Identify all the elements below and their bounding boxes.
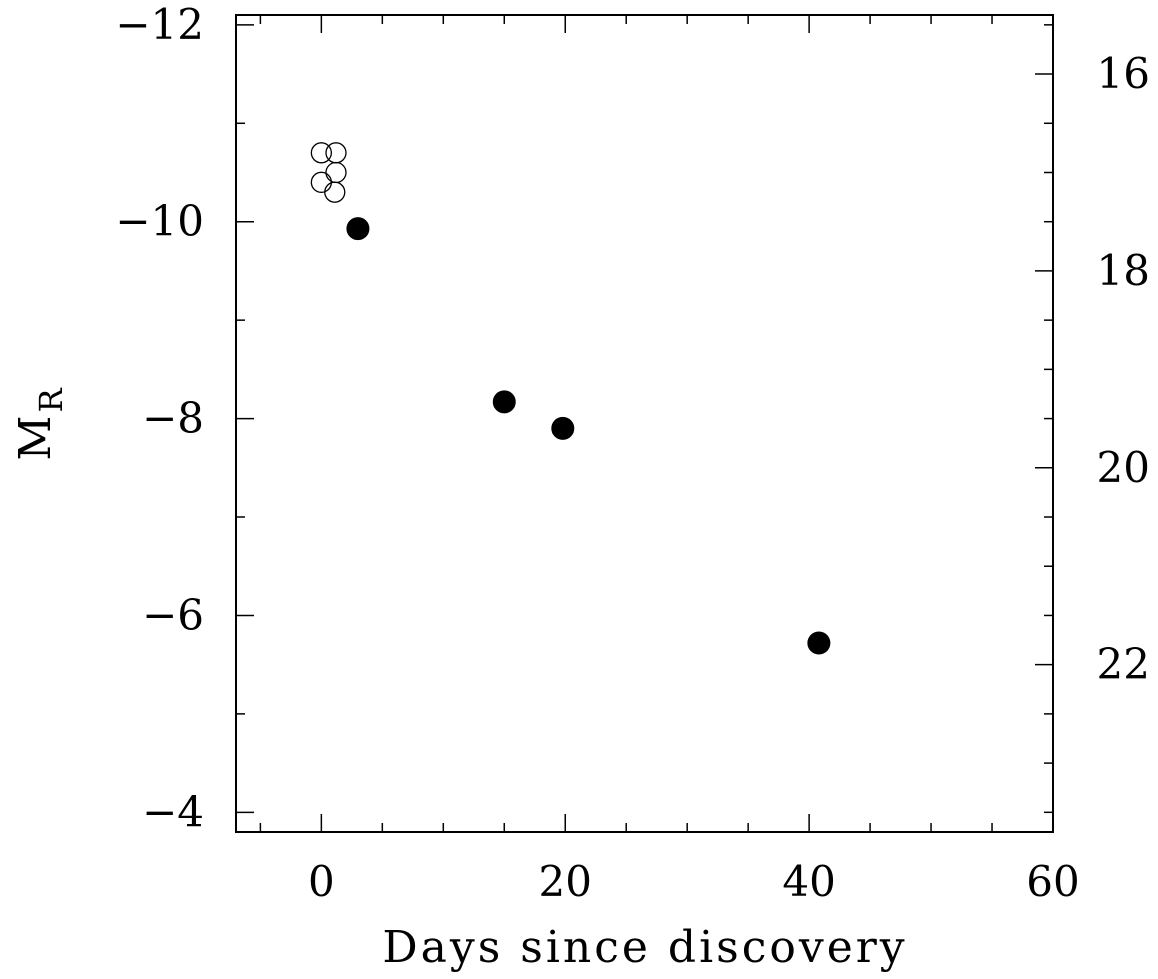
filled-data-point: [807, 631, 831, 655]
right-tick-label: 20: [1097, 443, 1150, 492]
y-axis-title-subscript: R: [32, 385, 70, 412]
open-data-point: [310, 142, 333, 164]
filled-data-point: [346, 217, 370, 241]
x-tick-label: 60: [1026, 857, 1079, 906]
y-tick-label: −6: [142, 590, 204, 639]
open-data-point: [310, 171, 333, 193]
x-axis-title: Days since discovery: [382, 922, 907, 973]
plot-frame: [235, 14, 1054, 833]
open-data-point: [325, 161, 347, 184]
open-data-point: [324, 181, 346, 203]
x-tick-label: 0: [308, 857, 335, 906]
y-axis-title: MR: [10, 385, 70, 460]
open-data-point: [325, 142, 347, 164]
svg-text:MR: MR: [10, 385, 70, 460]
axis-tick-labels: 0 20 40 60 −12 −10 −8 −6 −4 16 18 20 22: [115, 0, 1150, 906]
filled-data-point: [551, 416, 575, 440]
y-tick-label: −4: [142, 787, 204, 836]
y-tick-label: −8: [142, 394, 204, 443]
x-tick-label: 40: [782, 857, 835, 906]
filled-data-point: [492, 390, 516, 414]
y-tick-label: −10: [115, 197, 204, 246]
y-tick-label: −12: [115, 0, 204, 49]
y-axis-title-main: M: [10, 413, 61, 461]
right-tick-label: 22: [1097, 640, 1150, 689]
axis-ticks: [236, 15, 1054, 832]
right-tick-label: 18: [1097, 246, 1150, 295]
x-tick-label: 20: [539, 857, 592, 906]
right-tick-label: 16: [1097, 49, 1150, 98]
data-points: [310, 142, 831, 655]
